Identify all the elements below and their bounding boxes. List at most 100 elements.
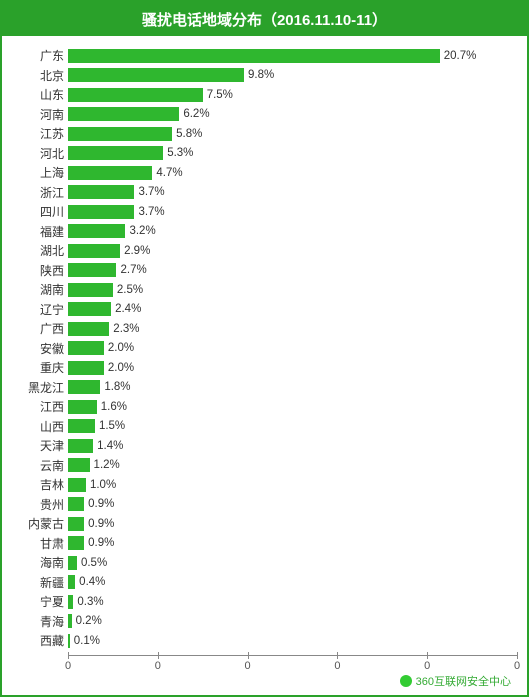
bar	[68, 283, 113, 297]
category-label: 辽宁	[12, 301, 68, 318]
bar	[68, 634, 70, 648]
bar-row: 湖南2.5%	[12, 280, 517, 300]
bar	[68, 166, 152, 180]
x-tick-label: 0	[424, 660, 430, 672]
value-label: 0.9%	[88, 537, 114, 549]
x-tick	[337, 652, 338, 659]
value-label: 2.9%	[124, 245, 150, 257]
bar-row: 福建3.2%	[12, 222, 517, 242]
bar-track: 2.0%	[68, 358, 517, 378]
value-label: 5.3%	[167, 147, 193, 159]
bar-track: 2.5%	[68, 280, 517, 300]
bar-track: 0.1%	[68, 631, 517, 651]
bar-track: 9.8%	[68, 66, 517, 86]
bar-track: 6.2%	[68, 105, 517, 125]
category-label: 湖南	[12, 281, 68, 298]
bar-track: 1.4%	[68, 436, 517, 456]
bar-row: 四川3.7%	[12, 202, 517, 222]
category-label: 四川	[12, 203, 68, 220]
chart-title: 骚扰电话地域分布（2016.11.10-11）	[2, 2, 527, 36]
bar-track: 1.6%	[68, 397, 517, 417]
bar-row: 江西 1.6%	[12, 397, 517, 417]
value-label: 0.5%	[81, 557, 107, 569]
category-label: 广东	[12, 47, 68, 64]
footer-logo-icon	[400, 675, 412, 687]
bar-track: 0.3%	[68, 592, 517, 612]
bar-track: 2.4%	[68, 300, 517, 320]
value-label: 1.8%	[104, 381, 130, 393]
bar-row: 广东 20.7%	[12, 46, 517, 66]
category-label: 贵州	[12, 496, 68, 513]
value-label: 20.7%	[444, 50, 477, 62]
bar-track: 0.4%	[68, 573, 517, 593]
category-label: 山东	[12, 86, 68, 103]
category-label: 内蒙古	[12, 515, 68, 532]
bar	[68, 322, 109, 336]
bar-row: 辽宁2.4%	[12, 300, 517, 320]
category-label: 青海	[12, 613, 68, 630]
category-label: 福建	[12, 223, 68, 240]
value-label: 0.9%	[88, 498, 114, 510]
bar	[68, 419, 95, 433]
bar-track: 2.3%	[68, 319, 517, 339]
value-label: 1.5%	[99, 420, 125, 432]
x-tick-label: 0	[514, 660, 520, 672]
footer-text: 360互联网安全中心	[416, 673, 511, 689]
bar-row: 青海 0.2%	[12, 612, 517, 632]
bar-track: 2.7%	[68, 261, 517, 281]
bar	[68, 68, 244, 82]
value-label: 0.4%	[79, 576, 105, 588]
bar	[68, 127, 172, 141]
value-label: 3.7%	[138, 186, 164, 198]
bar-track: 1.0%	[68, 475, 517, 495]
bar-row: 上海4.7%	[12, 163, 517, 183]
bar-row: 海南 0.5%	[12, 553, 517, 573]
x-tick-label: 0	[334, 660, 340, 672]
value-label: 0.3%	[77, 596, 103, 608]
bar-row: 甘肃 0.9%	[12, 534, 517, 554]
bar-row: 山东7.5%	[12, 85, 517, 105]
category-label: 陕西	[12, 262, 68, 279]
category-label: 云南	[12, 457, 68, 474]
bar-row: 黑龙江1.8%	[12, 378, 517, 398]
bar-row: 广西2.3%	[12, 319, 517, 339]
chart-container: 骚扰电话地域分布（2016.11.10-11） 广东 20.7% 北京9.8%山东7…	[0, 0, 529, 697]
value-label: 2.0%	[108, 362, 134, 374]
bar-row: 西藏 0.1%	[12, 631, 517, 651]
bar-row: 湖北 2.9%	[12, 241, 517, 261]
bar-row: 北京9.8%	[12, 66, 517, 86]
category-label: 江苏	[12, 125, 68, 142]
category-label: 山西	[12, 418, 68, 435]
bar-track: 5.3%	[68, 144, 517, 164]
bar-row: 贵州 0.9%	[12, 495, 517, 515]
bar-track: 3.2%	[68, 222, 517, 242]
value-label: 1.2%	[94, 459, 120, 471]
category-label: 西藏	[12, 632, 68, 649]
bar-row: 重庆2.0%	[12, 358, 517, 378]
value-label: 0.1%	[74, 635, 100, 647]
bar	[68, 146, 163, 160]
bar	[68, 107, 179, 121]
value-label: 0.2%	[76, 615, 102, 627]
bar	[68, 263, 116, 277]
category-label: 河北	[12, 145, 68, 162]
category-label: 上海	[12, 164, 68, 181]
bar	[68, 400, 97, 414]
bar-track: 0.2%	[68, 612, 517, 632]
category-label: 安徽	[12, 340, 68, 357]
bar-track: 3.7%	[68, 202, 517, 222]
x-tick	[68, 652, 69, 659]
category-label: 海南	[12, 554, 68, 571]
bar	[68, 478, 86, 492]
value-label: 2.7%	[120, 264, 146, 276]
category-label: 湖北	[12, 242, 68, 259]
bar-row: 吉林1.0%	[12, 475, 517, 495]
value-label: 1.6%	[101, 401, 127, 413]
bar	[68, 224, 125, 238]
value-label: 1.4%	[97, 440, 123, 452]
category-label: 宁夏	[12, 593, 68, 610]
category-label: 江西	[12, 398, 68, 415]
bar-row: 新疆0.4%	[12, 573, 517, 593]
category-label: 甘肃	[12, 535, 68, 552]
category-label: 河南	[12, 106, 68, 123]
